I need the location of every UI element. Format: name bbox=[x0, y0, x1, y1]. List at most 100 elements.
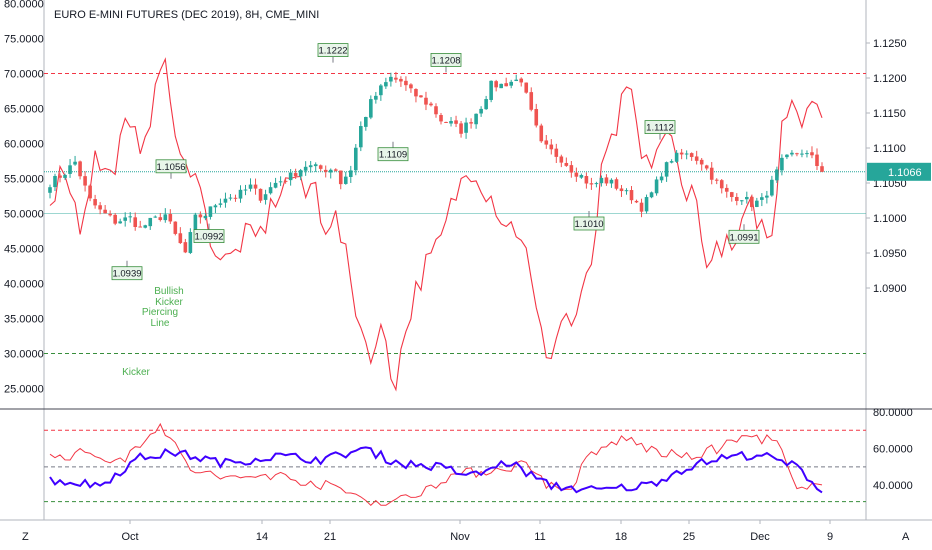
candle-body bbox=[559, 156, 564, 163]
price-annotation: 1.1109 bbox=[377, 141, 409, 162]
candle bbox=[699, 158, 704, 171]
candle bbox=[564, 157, 569, 167]
candle-body bbox=[223, 198, 228, 203]
time-axis-tick: 25 bbox=[683, 531, 695, 543]
left-axis-tick: 40.0000 bbox=[4, 279, 44, 291]
candle bbox=[323, 165, 328, 178]
candle bbox=[63, 173, 67, 180]
candle bbox=[374, 91, 378, 104]
candle-body bbox=[88, 185, 92, 199]
candle bbox=[414, 88, 418, 103]
candle bbox=[644, 194, 649, 214]
candle-body bbox=[739, 200, 744, 202]
candle bbox=[765, 190, 769, 204]
candle bbox=[559, 154, 564, 168]
candle-body bbox=[163, 214, 168, 221]
candle bbox=[308, 160, 313, 173]
lower-blue-line bbox=[49, 446, 823, 494]
candle-body bbox=[248, 184, 253, 189]
candle-body bbox=[569, 165, 574, 173]
candle-body bbox=[153, 216, 158, 218]
candle bbox=[579, 173, 584, 179]
price-annotation: 1.0992 bbox=[193, 223, 225, 244]
candle bbox=[444, 121, 448, 123]
left-axis-tick: 55.0000 bbox=[4, 174, 44, 186]
candle-body bbox=[384, 82, 388, 87]
candle bbox=[514, 74, 519, 82]
annotation-label: 1.1109 bbox=[379, 150, 407, 161]
annotation-box bbox=[193, 229, 225, 244]
candle bbox=[48, 184, 52, 199]
candle bbox=[203, 213, 208, 221]
annotation-box bbox=[377, 147, 409, 162]
candle-body bbox=[53, 175, 57, 188]
candle bbox=[213, 203, 218, 214]
candle bbox=[268, 182, 273, 195]
candle-body bbox=[293, 173, 298, 177]
candle bbox=[163, 208, 168, 223]
annotation-box bbox=[111, 266, 143, 281]
candle bbox=[73, 155, 77, 166]
candle-body bbox=[564, 162, 569, 166]
annotation-label: 1.1010 bbox=[574, 219, 603, 230]
annotation-box bbox=[573, 216, 605, 231]
candle bbox=[489, 80, 493, 103]
candle-body bbox=[454, 120, 458, 124]
candle-body bbox=[353, 147, 358, 171]
candle-body bbox=[775, 169, 779, 181]
candle bbox=[815, 148, 819, 171]
candle-body bbox=[148, 217, 153, 227]
annotation-box bbox=[728, 229, 760, 244]
candle-body bbox=[263, 194, 268, 200]
candle bbox=[138, 220, 143, 228]
price-axis-tick: 1.1100 bbox=[873, 143, 906, 155]
candle bbox=[58, 173, 62, 183]
candle bbox=[288, 169, 293, 186]
candle bbox=[664, 161, 669, 182]
annotation-label: 1.0939 bbox=[112, 269, 141, 280]
candle bbox=[253, 178, 258, 195]
candle bbox=[785, 154, 789, 160]
candle-body bbox=[83, 176, 87, 186]
candle-body bbox=[208, 206, 213, 217]
price-axis-tick: 1.0950 bbox=[873, 248, 907, 260]
candle-body bbox=[644, 197, 649, 212]
candle-body bbox=[48, 187, 52, 193]
candle-body bbox=[404, 80, 408, 86]
candle bbox=[654, 176, 659, 196]
candle bbox=[188, 228, 193, 255]
candle bbox=[238, 185, 243, 203]
candle bbox=[364, 116, 368, 131]
candle bbox=[328, 168, 333, 179]
candle bbox=[674, 150, 679, 164]
candle-body bbox=[143, 225, 148, 228]
candle bbox=[429, 101, 433, 107]
bottom-bar: Z A bbox=[16, 524, 916, 546]
candle bbox=[98, 202, 102, 215]
candle-body bbox=[369, 99, 373, 118]
annotation-label: 1.1056 bbox=[156, 162, 185, 173]
candle bbox=[223, 192, 228, 208]
candle bbox=[143, 224, 148, 229]
auto-scale-button[interactable] bbox=[896, 524, 916, 546]
price-annotation: 1.1222 bbox=[317, 43, 349, 63]
candle-body bbox=[444, 121, 448, 123]
candle bbox=[173, 221, 178, 236]
candle bbox=[464, 117, 468, 139]
candle bbox=[649, 191, 654, 199]
candle bbox=[103, 205, 107, 214]
candle bbox=[539, 123, 544, 143]
pattern-label: Piercing bbox=[142, 307, 178, 318]
scale-mode-button[interactable] bbox=[16, 524, 36, 546]
candle-body bbox=[93, 199, 97, 206]
candle-body bbox=[684, 153, 689, 155]
candle-body bbox=[780, 157, 784, 171]
candle bbox=[574, 167, 579, 182]
candle bbox=[469, 118, 473, 129]
candle-body bbox=[479, 108, 483, 114]
candle-body bbox=[629, 190, 634, 201]
candle bbox=[434, 103, 438, 118]
candle-body bbox=[343, 176, 348, 184]
candle bbox=[554, 143, 559, 163]
candle-body bbox=[253, 184, 258, 189]
